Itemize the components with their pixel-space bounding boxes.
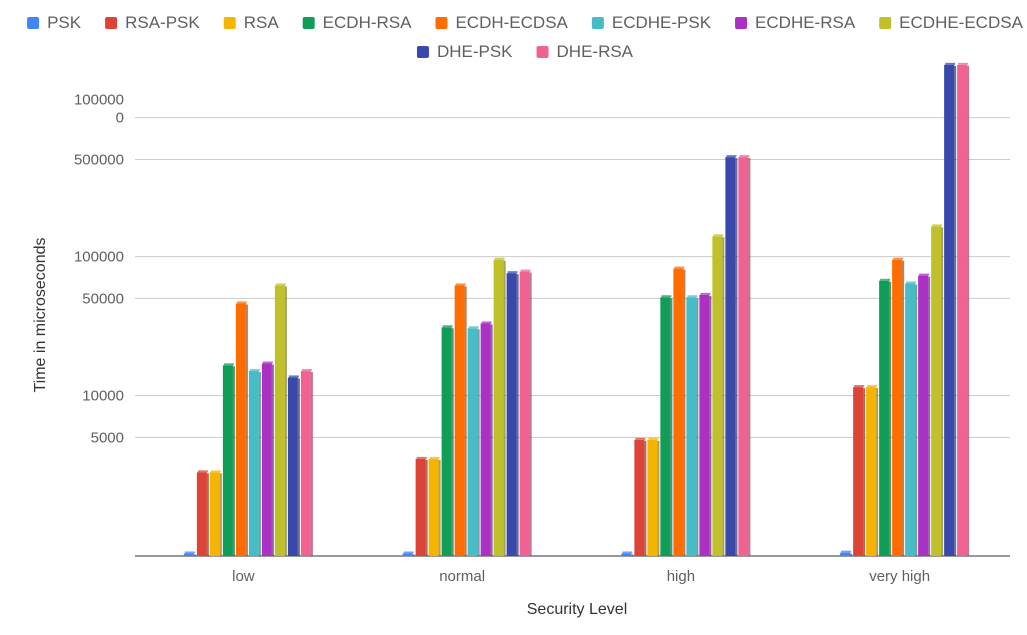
bar-rsa-high: [647, 437, 660, 556]
bar-rsa-psk-high: [634, 437, 647, 556]
bar-ecdhe-ecdsa-low: [274, 283, 287, 556]
bar-ecdh-ecdsa-high: [673, 266, 686, 556]
legend-label: DHE-RSA: [557, 42, 634, 61]
bar-rsa-very-high: [866, 385, 879, 556]
bar-dhe-psk-normal: [506, 271, 519, 556]
legend-swatch: [435, 17, 448, 29]
legend-label: RSA-PSK: [125, 13, 200, 32]
legend-item-ecdhe-rsa: ECDHE-RSA: [735, 13, 856, 32]
y-tick-label: 100000: [74, 249, 124, 266]
bar-dhe-rsa-high: [738, 155, 751, 557]
x-axis-title: Security Level: [527, 601, 628, 618]
bars: [183, 62, 970, 557]
legend-label: DHE-PSK: [437, 42, 513, 61]
legend-item-rsa: RSA: [223, 13, 280, 32]
legend-swatch: [302, 17, 315, 29]
legend-label: ECDH-ECDSA: [455, 13, 568, 32]
legend-swatch: [223, 17, 236, 29]
legend-label: RSA: [244, 13, 280, 32]
legend-swatch: [536, 46, 549, 58]
legend-item-dhe-psk: DHE-PSK: [416, 42, 513, 61]
bar-ecdh-ecdsa-very-high: [892, 257, 905, 556]
legend-label: PSK: [47, 13, 82, 32]
bar-rsa-psk-low: [196, 470, 209, 556]
bar-rsa-psk-normal: [415, 456, 428, 556]
y-tick-label: 0: [116, 110, 124, 127]
bar-rsa-psk-very-high: [853, 385, 866, 556]
bar-ecdh-rsa-normal: [441, 325, 454, 556]
y-tick-label: 100000: [74, 92, 124, 109]
legend-swatch: [735, 17, 748, 29]
bar-ecdh-ecdsa-low: [235, 301, 248, 556]
bar-ecdhe-rsa-high: [699, 292, 712, 556]
legend: PSK RSA-PSK RSA ECDH-RSA ECDH-ECDSA ECDHE-PSK…: [27, 13, 1024, 61]
x-tick-label-high: high: [667, 568, 695, 585]
bar-dhe-psk-high: [725, 155, 738, 557]
legend-item-dhe-rsa: DHE-RSA: [536, 42, 634, 61]
legend-swatch: [27, 17, 40, 29]
x-tick-label-very-high: very high: [869, 568, 930, 585]
y-tick-label: 5000: [91, 429, 124, 446]
legend-item-ecdh-rsa: ECDH-RSA: [302, 13, 412, 32]
bar-ecdhe-ecdsa-very-high: [931, 224, 944, 556]
bar-ecdhe-rsa-very-high: [918, 273, 931, 556]
legend-swatch: [105, 17, 118, 29]
legend-label: ECDHE-RSA: [755, 13, 856, 32]
y-tick-label: 50000: [82, 290, 124, 307]
bar-ecdh-rsa-low: [222, 363, 235, 556]
bar-ecdhe-rsa-low: [261, 361, 274, 556]
x-axis-ticks: low normal high very high: [232, 568, 930, 585]
y-axis-title: Time in microseconds: [32, 237, 49, 392]
legend-item-ecdh-ecdsa: ECDH-ECDSA: [435, 13, 569, 32]
legend-label: ECDHE-ECDSA: [899, 13, 1023, 32]
bar-ecdhe-psk-very-high: [905, 281, 918, 556]
bar-psk-very-high: [840, 550, 853, 556]
y-tick-label: 10000: [82, 388, 124, 405]
legend-label: ECDH-RSA: [323, 13, 412, 32]
bar-ecdh-ecdsa-normal: [454, 283, 467, 556]
legend-item-psk: PSK: [27, 13, 82, 32]
bar-psk-low: [183, 551, 196, 556]
legend-label: ECDHE-PSK: [612, 13, 712, 32]
y-tick-label: 500000: [74, 151, 124, 168]
legend-item-ecdhe-psk: ECDHE-PSK: [591, 13, 712, 32]
bar-ecdhe-ecdsa-normal: [493, 257, 506, 556]
bar-ecdh-rsa-high: [660, 295, 673, 556]
bar-dhe-rsa-normal: [519, 269, 532, 556]
legend-item-ecdhe-ecdsa: ECDHE-ECDSA: [879, 13, 1024, 32]
bar-dhe-psk-low: [287, 375, 300, 556]
bar-psk-high: [621, 551, 634, 556]
bar-psk-normal: [402, 551, 415, 556]
bar-ecdhe-psk-high: [686, 295, 699, 556]
bar-dhe-rsa-very-high: [957, 62, 970, 556]
bar-ecdhe-ecdsa-high: [712, 234, 725, 556]
bar-dhe-psk-very-high: [944, 62, 957, 556]
legend-swatch: [591, 17, 604, 29]
bar-ecdhe-psk-low: [248, 369, 261, 556]
legend-swatch: [416, 46, 429, 58]
bar-rsa-low: [209, 470, 222, 556]
x-tick-label-normal: normal: [439, 568, 485, 585]
bar-dhe-rsa-low: [300, 369, 313, 556]
legend-item-rsa-psk: RSA-PSK: [105, 13, 200, 32]
bar-ecdh-rsa-very-high: [879, 278, 892, 556]
bar-rsa-normal: [428, 456, 441, 556]
bar-ecdhe-psk-normal: [467, 326, 480, 556]
x-tick-label-low: low: [232, 568, 255, 585]
bar-ecdhe-rsa-normal: [480, 321, 493, 556]
legend-swatch: [879, 17, 892, 29]
